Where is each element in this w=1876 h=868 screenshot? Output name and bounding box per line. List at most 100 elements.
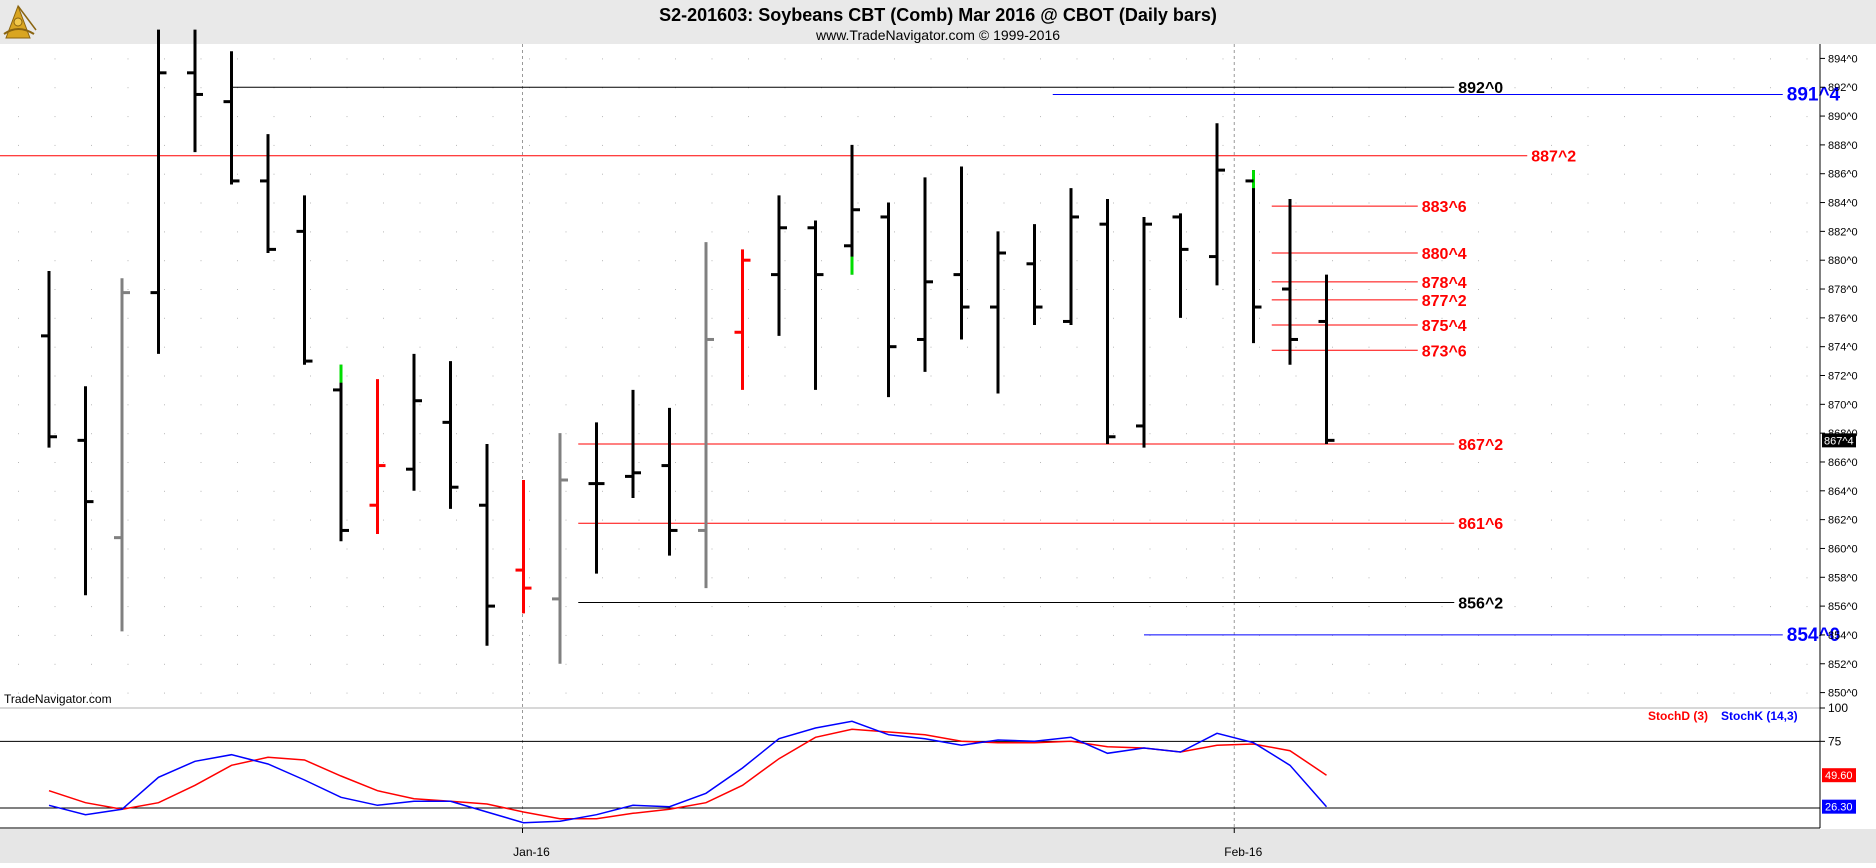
- grid-dot: [237, 58, 238, 60]
- grid-dot: [675, 202, 676, 204]
- grid-dot: [821, 577, 822, 579]
- grid-dot: [1733, 490, 1735, 492]
- grid-dot: [200, 173, 202, 175]
- grid-dot: [54, 462, 56, 463]
- grid-dot: [1040, 404, 1041, 406]
- grid-dot: [967, 433, 968, 435]
- grid-dot: [711, 317, 713, 319]
- grid-dot: [1040, 606, 1041, 608]
- grid-dot: [237, 433, 238, 435]
- grid-dot: [1770, 231, 1771, 233]
- grid-dot: [1514, 404, 1516, 406]
- grid-dot: [383, 490, 384, 492]
- grid-dot: [1149, 231, 1151, 233]
- grid-dot: [237, 519, 238, 521]
- grid-dot: [91, 462, 92, 463]
- grid-dot: [1405, 144, 1406, 146]
- grid-dot: [748, 202, 749, 204]
- grid-dot: [91, 202, 92, 204]
- grid-dot: [1295, 433, 1297, 435]
- grid-dot: [711, 404, 713, 406]
- grid-dot: [675, 577, 676, 579]
- y-tick-label: 886^0: [1828, 169, 1858, 181]
- grid-dot: [383, 663, 384, 665]
- grid-dot: [1660, 433, 1662, 435]
- grid-dot: [200, 692, 202, 694]
- level-label: 854^0: [1787, 625, 1840, 646]
- grid-dot: [711, 260, 713, 262]
- grid-dot: [54, 87, 56, 89]
- grid-dot: [1040, 519, 1041, 521]
- grid-dot: [164, 462, 165, 463]
- grid-dot: [1222, 663, 1224, 665]
- grid-dot: [711, 634, 713, 636]
- y-tick-label: 862^0: [1828, 515, 1858, 527]
- grid-dot: [784, 173, 786, 175]
- y-tick-label: 860^0: [1828, 543, 1858, 555]
- grid-dot: [1259, 317, 1260, 319]
- grid-dot: [748, 375, 749, 377]
- grid-dot: [310, 490, 311, 492]
- grid-dot: [273, 231, 275, 233]
- grid-dot: [1478, 519, 1479, 521]
- grid-dot: [200, 663, 202, 665]
- grid-dot: [930, 58, 932, 60]
- grid-dot: [1076, 519, 1078, 521]
- grid-dot: [1733, 404, 1735, 406]
- grid-dot: [419, 231, 421, 233]
- grid-dot: [857, 548, 859, 550]
- grid-dot: [784, 548, 786, 550]
- y-tick-label: 888^0: [1828, 140, 1858, 152]
- grid-dot: [1259, 433, 1260, 435]
- grid-dot: [1478, 548, 1479, 550]
- grid-dot: [529, 317, 530, 319]
- grid-dot: [200, 289, 202, 290]
- grid-dot: [1660, 173, 1662, 175]
- grid-dot: [821, 634, 822, 636]
- grid-dot: [565, 490, 567, 492]
- grid-dot: [310, 375, 311, 377]
- grid-dot: [638, 58, 640, 60]
- grid-dot: [1514, 490, 1516, 492]
- grid-dot: [638, 462, 640, 463]
- grid-dot: [1186, 375, 1187, 377]
- grid-dot: [1441, 519, 1443, 521]
- grid-dot: [930, 317, 932, 319]
- grid-dot: [1332, 173, 1333, 175]
- grid-dot: [1222, 58, 1224, 60]
- grid-dot: [1295, 548, 1297, 550]
- grid-dot: [1660, 202, 1662, 204]
- grid-dot: [638, 173, 640, 175]
- grid-dot: [1587, 663, 1589, 665]
- grid-dot: [1733, 260, 1735, 262]
- grid-dot: [967, 577, 968, 579]
- grid-dot: [1514, 606, 1516, 608]
- grid-dot: [565, 144, 567, 146]
- grid-dot: [1770, 433, 1771, 435]
- grid-dot: [602, 462, 603, 463]
- grid-dot: [127, 462, 129, 463]
- grid-dot: [1551, 87, 1552, 89]
- grid-dot: [54, 404, 56, 406]
- grid-dot: [1295, 317, 1297, 319]
- grid-dot: [1149, 289, 1151, 290]
- grid-dot: [784, 490, 786, 492]
- grid-dot: [1295, 116, 1297, 118]
- grid-dot: [1222, 548, 1224, 550]
- grid-dot: [383, 519, 384, 521]
- grid-dot: [456, 404, 457, 406]
- grid-dot: [1624, 87, 1625, 89]
- grid-dot: [1697, 260, 1698, 262]
- grid-dot: [1368, 231, 1370, 233]
- grid-dot: [930, 606, 932, 608]
- grid-dot: [273, 462, 275, 463]
- grid-dot: [675, 692, 676, 694]
- grid-dot: [894, 202, 895, 204]
- grid-dot: [1697, 116, 1698, 118]
- level-label: 891^4: [1787, 84, 1841, 105]
- grid-dot: [967, 519, 968, 521]
- grid-dot: [1222, 317, 1224, 319]
- y-tick-label: 858^0: [1828, 572, 1858, 584]
- grid-dot: [1733, 375, 1735, 377]
- grid-dot: [91, 231, 92, 233]
